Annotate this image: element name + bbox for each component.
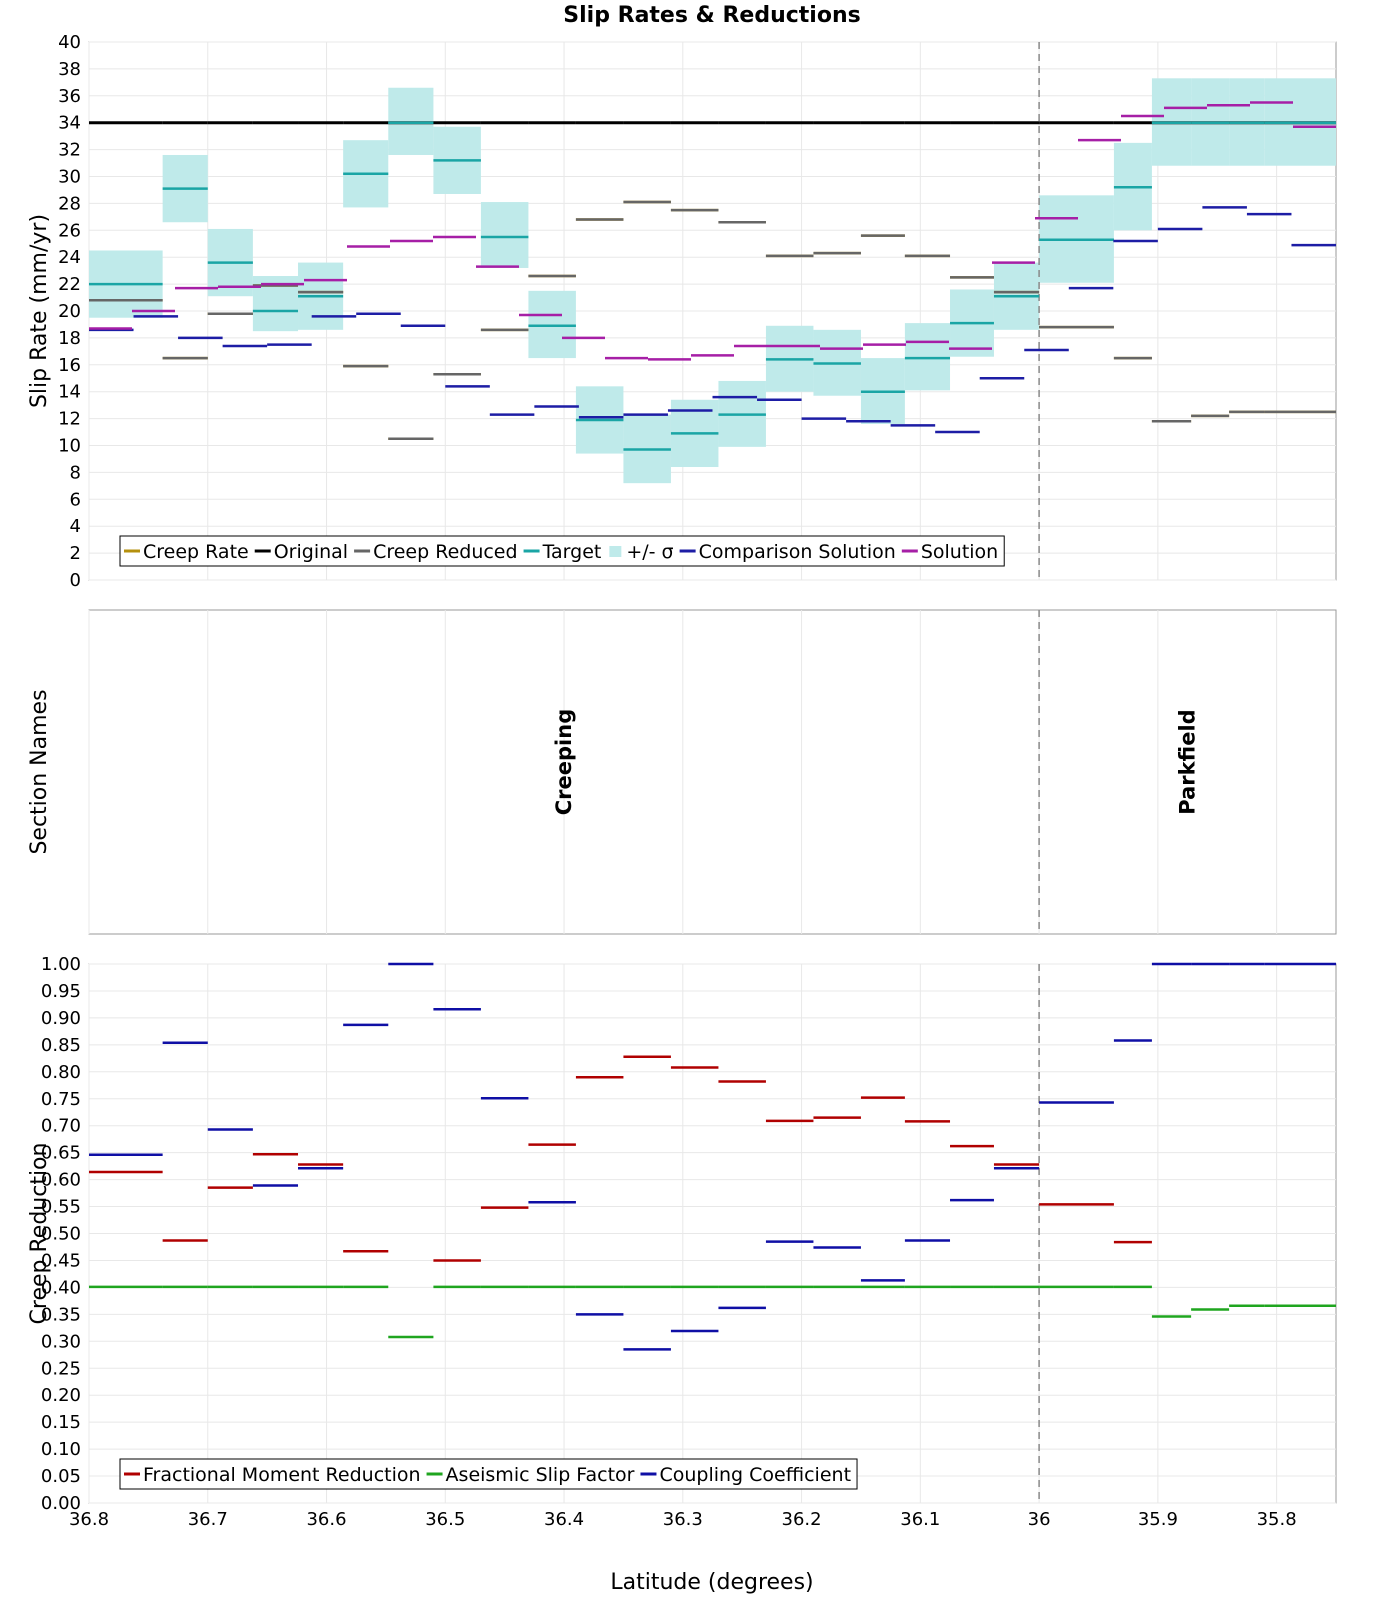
y-tick-label: 0.00 (41, 1493, 81, 1514)
section-name-label: Creeping (552, 709, 576, 815)
y-tick-label: 0.70 (41, 1116, 81, 1137)
legend-label: Coupling Coefficient (659, 1464, 851, 1486)
legend-box (119, 1458, 858, 1490)
y-tick-label: 0.85 (41, 1035, 81, 1056)
y-tick-label: 2 (70, 543, 81, 564)
y-tick-label: 4 (70, 516, 81, 537)
x-tick-label: 36 (1028, 1509, 1051, 1530)
sigma-band-segment (904, 323, 951, 391)
legend-label: Fractional Moment Reduction (143, 1464, 421, 1486)
x-tick-label: 36.2 (782, 1509, 822, 1530)
y-tick-label: 0.35 (41, 1304, 81, 1325)
legend-label: Original (274, 541, 348, 563)
y-tick-label: 10 (58, 436, 81, 457)
legend-label: Creep Reduced (373, 541, 517, 563)
legend-label: Comparison Solution (699, 541, 896, 563)
y-tick-label: 0 (70, 570, 81, 591)
y-tick-label: 0.45 (41, 1250, 81, 1271)
y-axis-title: Section Names (27, 689, 52, 854)
legend-label: +/- σ (626, 541, 673, 563)
y-tick-label: 40 (58, 32, 81, 53)
slip-rate-panel: 0246810121416182022242628303234363840Sli… (27, 32, 1337, 591)
legend-label: Creep Rate (143, 541, 249, 563)
y-tick-label: 0.40 (41, 1277, 81, 1298)
sigma-band-segment (480, 202, 529, 268)
legend-swatch (609, 546, 622, 557)
legend-label: Solution (921, 541, 998, 563)
y-tick-label: 34 (58, 113, 81, 134)
x-tick-label: 36.5 (425, 1509, 465, 1530)
section-name-label: Parkfield (1176, 709, 1200, 814)
legend: Fractional Moment Reduction Aseismic Slip… (119, 1458, 858, 1490)
y-tick-label: 0.20 (41, 1385, 81, 1406)
y-tick-label: 0.25 (41, 1358, 81, 1379)
y-tick-label: 0.30 (41, 1331, 81, 1352)
y-tick-label: 36 (58, 86, 81, 107)
y-tick-label: 0.90 (41, 1008, 81, 1029)
y-tick-label: 8 (70, 462, 81, 483)
y-tick-label: 0.95 (41, 981, 81, 1002)
plot-area-1 (88, 609, 1337, 935)
y-tick-label: 22 (58, 274, 81, 295)
y-tick-label: 30 (58, 167, 81, 188)
x-tick-label: 36.3 (663, 1509, 703, 1530)
y-axis-title: Slip Rate (mm/yr) (27, 214, 52, 408)
y-tick-label: 6 (70, 489, 81, 510)
x-tick-label: 35.8 (1257, 1509, 1297, 1530)
sigma-band-segment (528, 290, 576, 359)
y-tick-label: 14 (58, 382, 81, 403)
y-tick-label: 0.50 (41, 1224, 81, 1245)
y-tick-label: 28 (58, 193, 81, 214)
y-tick-label: 16 (58, 355, 81, 376)
y-tick-label: 38 (58, 59, 81, 80)
section-names-panel: Creeping Parkfield Section Names (27, 609, 1337, 935)
legend-label: Target (542, 541, 602, 563)
y-tick-label: 0.05 (41, 1466, 81, 1487)
y-tick-label: 18 (58, 328, 81, 349)
x-tick-label: 36.7 (188, 1509, 228, 1530)
creep-reduction-panel: 0.00 0.05 0.10 0.15 0.20 0.25 0.30 0.35 0.40 0.45… (27, 954, 1337, 1530)
x-tick-label: 36.6 (306, 1509, 346, 1530)
y-tick-label: 12 (58, 409, 81, 430)
x-axis-title: Latitude (degrees) (610, 1570, 813, 1595)
y-tick-label: 20 (58, 301, 81, 322)
y-tick-label: 0.10 (41, 1439, 81, 1460)
y-tick-label: 0.80 (41, 1062, 81, 1083)
y-tick-label: 0.55 (41, 1197, 81, 1218)
chart-title: Slip Rates & Reductions (563, 3, 860, 28)
y-tick-label: 0.60 (41, 1170, 81, 1191)
y-tick-label: 26 (58, 220, 81, 241)
x-tick-label: 36.4 (544, 1509, 584, 1530)
y-tick-label: 24 (58, 247, 81, 268)
y-axis-title: Creep Reduction (27, 1143, 52, 1325)
y-tick-label: 0.65 (41, 1143, 81, 1164)
y-tick-label: 1.00 (41, 954, 81, 975)
legend: Creep Rate Original Creep Reduced Target +/-… (119, 535, 1005, 567)
x-tick-label: 36.8 (69, 1509, 109, 1530)
x-tick-label: 36.1 (900, 1509, 940, 1530)
y-tick-label: 0.75 (41, 1089, 81, 1110)
y-tick-label: 0.15 (41, 1412, 81, 1433)
y-tick-label: 32 (58, 140, 81, 161)
legend-label: Aseismic Slip Factor (446, 1464, 635, 1486)
x-tick-label: 35.9 (1138, 1509, 1178, 1530)
